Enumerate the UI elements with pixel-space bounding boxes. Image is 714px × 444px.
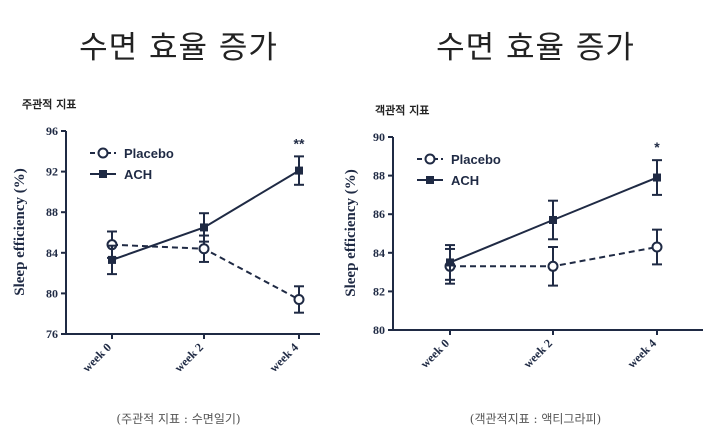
y-tick-label: 82	[373, 284, 385, 298]
legend-label: Placebo	[124, 146, 174, 161]
y-tick-label: 88	[46, 205, 58, 219]
legend-marker	[97, 147, 109, 159]
right-panel: 수면 효율 증가 객관적 지표 80 82 84 86 88 90 week 0 week 2…	[343, 0, 714, 444]
y-tick-label: 76	[46, 327, 58, 341]
y-tick-label: 86	[373, 207, 385, 221]
data-point-ach	[108, 255, 116, 264]
data-point-ach	[653, 173, 661, 182]
y-tick-label: 88	[373, 169, 385, 183]
y-tick-label: 90	[373, 130, 385, 144]
data-point-placebo	[198, 243, 210, 255]
x-tick-label: week 2	[171, 340, 206, 375]
x-tick-label: week 2	[520, 336, 555, 371]
panel-caption: (객관적지표 : 액티그라피)	[469, 412, 602, 426]
x-tick-label: week 0	[79, 340, 114, 375]
y-tick-label: 80	[46, 286, 58, 300]
x-tick-label: week 0	[417, 336, 452, 371]
legend-marker	[426, 176, 434, 184]
x-tick-label: week 4	[266, 340, 301, 375]
data-point-ach	[295, 166, 303, 175]
legend-marker	[424, 153, 436, 165]
data-point-ach	[446, 258, 454, 267]
y-tick-label: 84	[46, 246, 58, 260]
left-panel: 수면 효율 증가 주관적 지표 76 80 84 88 92 96 week 0 week 2…	[12, 30, 320, 426]
panel-title: 수면 효율 증가	[436, 30, 635, 66]
y-tick-label: 84	[373, 246, 385, 260]
y-axis-label: Sleep efficiency (%)	[12, 168, 28, 295]
data-point-ach	[200, 223, 208, 232]
data-point-placebo	[293, 293, 305, 305]
y-axis-label: Sleep efficiency (%)	[343, 169, 359, 296]
legend-marker	[99, 170, 107, 178]
data-point-placebo	[547, 260, 559, 272]
legend-label: ACH	[451, 173, 479, 188]
y-tick-label: 92	[46, 165, 58, 179]
panel-title: 수면 효율 증가	[79, 30, 278, 66]
panel-caption: (주관적 지표 : 수면일기)	[116, 412, 241, 426]
panel-sublabel: 주관적 지표	[22, 98, 77, 111]
objective-sleep-chart: 80 82 84 86 88 90 week 0 week 2 week 4 Sleep effi…	[343, 130, 703, 371]
subjective-sleep-chart: 76 80 84 88 92 96 week 0 week 2 week 4 Sleep effi…	[12, 124, 320, 375]
y-tick-label: 80	[373, 323, 385, 337]
significance-marker: *	[654, 139, 660, 155]
legend-label: Placebo	[451, 152, 501, 167]
x-tick-label: week 4	[624, 336, 659, 371]
data-point-ach	[549, 215, 557, 224]
panel-sublabel: 객관적 지표	[375, 104, 430, 117]
significance-marker: **	[294, 135, 305, 151]
data-point-placebo	[651, 241, 663, 253]
legend-label: ACH	[124, 167, 152, 182]
y-tick-label: 96	[46, 124, 58, 138]
